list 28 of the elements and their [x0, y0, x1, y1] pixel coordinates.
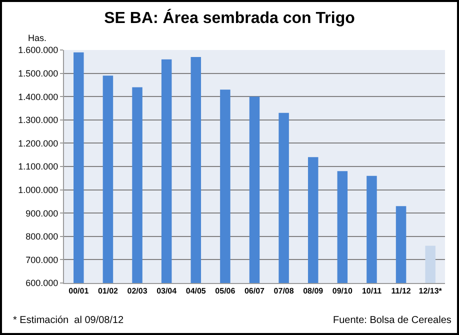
x-tick-label: 08/09: [303, 286, 324, 296]
x-tick-label: 09/10: [332, 286, 353, 296]
x-tick-label: 03/04: [156, 286, 178, 296]
y-tick-label: 1.100.000: [18, 162, 58, 172]
y-axis-title: Has.: [28, 33, 47, 43]
x-tick-label: 02/03: [127, 286, 148, 296]
x-tick-label: 06/07: [244, 286, 266, 296]
y-tick-label: 900.000: [26, 208, 58, 218]
y-tick-label: 1.200.000: [18, 138, 58, 148]
source-note: Fuente: Bolsa de Cereales: [333, 315, 452, 326]
x-tick-label: 07/08: [274, 286, 294, 296]
x-tick-label: 12/13*: [418, 286, 443, 296]
y-tick-label: 1.600.000: [18, 45, 58, 56]
y-tick-label: 700.000: [26, 254, 58, 265]
x-tick-label: 05/06: [215, 286, 236, 296]
x-tick-label: 11/12: [391, 286, 412, 296]
text: * Estimación al 09/08/12: [13, 315, 124, 326]
y-tick-label: 1.400.000: [18, 92, 58, 102]
x-tick-label: 00/01: [68, 286, 90, 296]
x-tick-label: 01/02: [98, 286, 119, 296]
y-tick-label: 600.000: [26, 278, 58, 288]
chart-title: SE BA: Área sembrada con Trigo: [104, 8, 356, 28]
y-tick-label: 1.300.000: [18, 115, 58, 126]
x-tick-label: 10/11: [362, 286, 382, 296]
y-tick-label: 1.500.000: [18, 68, 58, 78]
y-tick-label: 1.000.000: [18, 184, 58, 195]
y-tick-label: 800.000: [26, 232, 58, 242]
x-tick-label: 04/05: [186, 286, 206, 296]
